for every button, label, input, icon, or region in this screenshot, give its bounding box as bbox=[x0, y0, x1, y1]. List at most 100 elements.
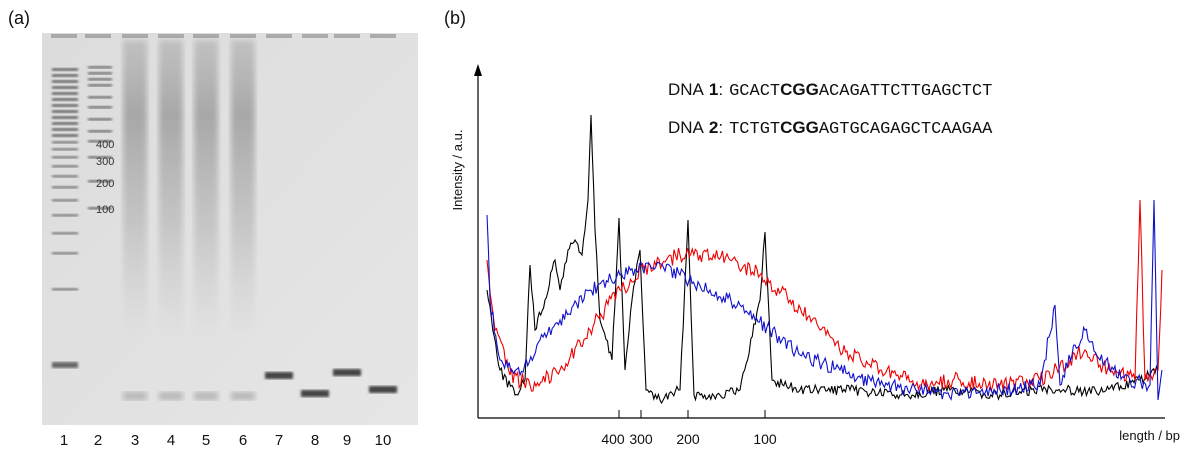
ladder-label: 400 bbox=[96, 139, 114, 151]
sequence-part: ACAGATTCTTGAGCTCT bbox=[819, 82, 992, 101]
lane-label: 6 bbox=[239, 432, 247, 449]
lane-labels: 1 2 3 4 5 6 7 8 9 10 bbox=[60, 432, 392, 449]
x-ticks: 400 300 200 100 bbox=[601, 410, 777, 447]
sequence-part: CGG bbox=[780, 80, 819, 99]
y-axis-label: Intensity / a.u. bbox=[450, 130, 465, 211]
gel-band bbox=[369, 386, 397, 393]
sequence: DNA 2: TCTGTCGGAGTGCAGAGCTCAAGAA bbox=[668, 118, 993, 139]
gel-smear bbox=[194, 40, 218, 340]
lane-label: 5 bbox=[202, 432, 210, 449]
ladder-label: 300 bbox=[96, 156, 114, 168]
gel-well bbox=[193, 34, 219, 38]
gel-well bbox=[51, 34, 77, 38]
gel-band bbox=[52, 165, 78, 168]
gel-well bbox=[266, 34, 292, 38]
sequence-part: TCTGT bbox=[729, 120, 780, 139]
gel-band bbox=[52, 156, 78, 159]
gel-band bbox=[52, 362, 78, 368]
gel-band bbox=[52, 104, 78, 107]
gel-band bbox=[333, 369, 361, 376]
gel-band bbox=[52, 175, 78, 178]
sequence-part: DNA bbox=[668, 80, 705, 99]
gel-band bbox=[88, 118, 112, 121]
gel-band bbox=[52, 214, 78, 217]
trace bbox=[486, 199, 1163, 392]
gel-well bbox=[85, 34, 111, 38]
gel-band bbox=[88, 84, 112, 87]
gel-band bbox=[88, 96, 112, 99]
gel-band bbox=[88, 180, 112, 183]
gel-band bbox=[123, 392, 147, 400]
sequence-part: AGTGCAGAGCTCAAGAA bbox=[819, 120, 993, 139]
gel-well bbox=[158, 34, 184, 38]
gel-band bbox=[52, 80, 78, 83]
sequence-part: CGG bbox=[780, 118, 819, 137]
sequence-part: 2 bbox=[709, 118, 718, 137]
lane-label: 3 bbox=[131, 432, 139, 449]
gel-band bbox=[88, 78, 112, 81]
gel bbox=[42, 33, 418, 425]
gel-band bbox=[52, 92, 78, 95]
trace bbox=[486, 114, 1159, 405]
x-tick-label: 400 bbox=[601, 431, 625, 447]
gel-well bbox=[230, 34, 256, 38]
gel-well bbox=[334, 34, 360, 38]
x-tick-label: 300 bbox=[629, 431, 653, 447]
sequence-part: 1 bbox=[709, 80, 718, 99]
lane-label: 1 bbox=[60, 432, 68, 449]
lane-label: 2 bbox=[94, 432, 102, 449]
sequence-part: : bbox=[718, 80, 723, 99]
gel-well bbox=[302, 34, 328, 38]
sequence: DNA 1: GCACTCGGACAGATTCTTGAGCTCT bbox=[668, 80, 992, 101]
trace bbox=[486, 199, 1163, 401]
sequence-part: : bbox=[718, 118, 723, 137]
gel-band bbox=[52, 110, 78, 113]
gel-smear bbox=[123, 40, 147, 340]
gel-well bbox=[122, 34, 148, 38]
gel-band bbox=[52, 288, 78, 291]
gel-band bbox=[194, 392, 218, 400]
gel-well bbox=[370, 34, 396, 38]
gel-band bbox=[265, 372, 293, 379]
gel-band bbox=[88, 72, 112, 75]
gel-band bbox=[52, 128, 78, 131]
gel-band bbox=[52, 68, 78, 71]
traces bbox=[486, 114, 1163, 405]
gel-band bbox=[88, 140, 112, 143]
gel-band bbox=[301, 390, 329, 397]
ladder-label: 200 bbox=[96, 178, 114, 190]
gel-band bbox=[88, 66, 112, 69]
gel-band bbox=[52, 74, 78, 77]
lane-label: 4 bbox=[167, 432, 175, 449]
sequence-part: GCACT bbox=[729, 82, 780, 101]
ladder-label: 100 bbox=[96, 204, 114, 216]
lane-label: 7 bbox=[275, 432, 283, 449]
gel-band bbox=[52, 86, 78, 89]
gel-band bbox=[52, 141, 78, 144]
panel-label: (b) bbox=[444, 8, 466, 28]
gel-band bbox=[52, 98, 78, 101]
gel-band bbox=[159, 392, 183, 400]
gel-band bbox=[52, 122, 78, 125]
lane-label: 8 bbox=[311, 432, 319, 449]
gel-band bbox=[231, 392, 255, 400]
gel-band bbox=[52, 148, 78, 151]
gel-band bbox=[88, 106, 112, 109]
lane-label: 10 bbox=[375, 432, 392, 449]
gel-band bbox=[52, 116, 78, 119]
y-axis-arrow bbox=[474, 64, 482, 76]
ladder-labels: 400 300 200 100 bbox=[96, 139, 114, 216]
gel-band bbox=[52, 186, 78, 189]
x-axis-label: length / bp bbox=[1119, 428, 1180, 443]
gel-band bbox=[52, 199, 78, 202]
gel-smear bbox=[231, 40, 255, 340]
gel-bands bbox=[51, 34, 397, 400]
gel-band bbox=[88, 156, 112, 159]
x-tick-label: 200 bbox=[676, 431, 700, 447]
gel-band bbox=[88, 130, 112, 133]
x-tick-label: 100 bbox=[753, 431, 777, 447]
gel-band bbox=[52, 252, 78, 255]
lane-label: 9 bbox=[343, 432, 351, 449]
gel-band bbox=[52, 232, 78, 235]
